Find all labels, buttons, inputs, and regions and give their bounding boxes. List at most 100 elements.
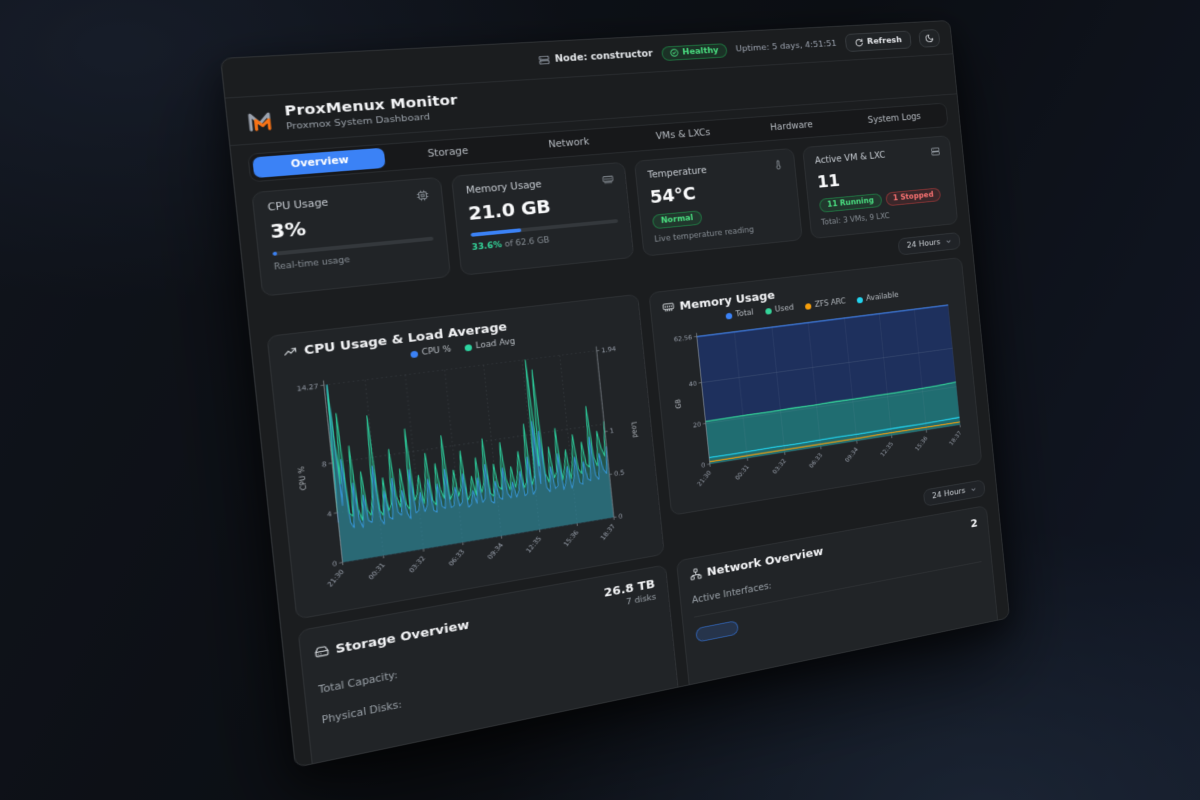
cpu-load-chart: 0 4 8 14.27 0 0.5 1 1.94 21:30 00:31 03:32 06:33 09:… [296,334,640,588]
svg-text:09:34: 09:34 [486,541,505,561]
storage-title: Storage Overview [334,616,470,657]
svg-text:18:37: 18:37 [947,429,962,446]
svg-text:0: 0 [332,559,338,568]
trending-up-icon [282,344,298,358]
svg-text:06:33: 06:33 [447,548,467,568]
cpu-load-chart-card: CPU Usage & Load Average CPU % Load Avg … [266,293,665,621]
memory-percent-text: 33.6% [471,240,503,253]
svg-text:Load: Load [630,421,640,438]
theme-toggle-button[interactable] [918,29,941,48]
tab-system-logs[interactable]: System Logs [867,112,922,126]
memory-usage-value: 21.0 GB [467,196,552,225]
svg-text:GB: GB [673,399,682,410]
header-titles: ProxMenux Monitor Proxmox System Dashboa… [284,93,460,132]
left-column: CPU Usage & Load Average CPU % Load Avg … [266,293,690,768]
cpu-progress-fill [272,251,278,256]
tab-overview[interactable]: Overview [252,147,387,179]
tab-hardware[interactable]: Hardware [769,120,814,134]
svg-text:00:31: 00:31 [367,561,387,581]
memory-chart-card: Memory Usage Total Used ZFS ARC Availabl… [647,257,983,517]
refresh-icon [854,38,863,47]
svg-text:12:35: 12:35 [878,440,894,458]
tab-vms-lxcs[interactable]: VMs & LXCs [655,127,711,142]
memory-card-label: Memory Usage [465,179,543,197]
svg-text:1.94: 1.94 [601,345,617,354]
network-time-range-select[interactable]: 24 Hours [923,479,986,507]
vm-stopped-badge: 1 Stopped [884,187,942,207]
refresh-button[interactable]: Refresh [844,30,912,53]
svg-text:20: 20 [692,421,701,429]
charts-grid: CPU Usage & Load Average CPU % Load Avg … [266,257,1009,768]
legend-dot-available [856,296,864,304]
temperature-card: Temperature 54°C Normal Live temperature… [633,147,803,257]
temperature-status-badge: Normal [651,210,703,230]
svg-text:14.27: 14.27 [296,382,319,393]
svg-text:0: 0 [618,512,623,520]
svg-text:15:36: 15:36 [562,529,581,548]
svg-text:12:35: 12:35 [524,535,543,554]
time-range-value: 24 Hours [906,238,941,251]
temperature-card-label: Temperature [647,165,708,181]
svg-text:40: 40 [688,380,697,388]
memory-icon [661,301,674,314]
cpu-icon [416,189,430,201]
svg-text:0.5: 0.5 [614,469,625,478]
memory-chart: 0 20 40 62.56 21:30 00:31 03:32 06:33 09:34 12:35… [673,294,963,488]
legend-dot-zfs-arc [804,302,812,310]
vm-card-label: Active VM & LXC [814,150,886,167]
svg-text:21:30: 21:30 [325,568,346,588]
svg-text:03:32: 03:32 [770,457,787,475]
node-label: Node: constructor [554,49,654,65]
memory-progress-fill [470,228,522,237]
right-column: Memory Usage Total Used ZFS ARC Availabl… [647,257,1009,768]
svg-text:09:34: 09:34 [843,446,859,464]
network-interface-count: 2 [969,516,979,531]
temperature-value: 54°C [649,183,697,208]
svg-text:CPU %: CPU % [296,466,309,491]
svg-text:21:30: 21:30 [695,469,712,488]
uptime-text: Uptime: 5 days, 4:51:51 [735,38,838,55]
svg-text:62.56: 62.56 [673,334,692,344]
network-icon [689,567,702,581]
refresh-label: Refresh [866,35,903,47]
svg-text:4: 4 [327,510,333,519]
vm-running-badge: 11 Running [818,193,883,213]
proxmenux-logo [242,105,276,135]
storage-summary: 26.8 TB 7 disks [603,577,657,612]
chevron-down-icon [945,238,952,245]
chevron-down-icon [970,486,977,494]
time-range-select[interactable]: 24 Hours [897,232,961,256]
health-label: Healthy [682,45,720,57]
interface-badge [694,620,739,643]
thermometer-icon [772,159,784,170]
svg-text:1: 1 [609,427,614,435]
health-status-badge: Healthy [661,42,728,61]
svg-text:00:31: 00:31 [733,463,750,481]
tab-storage[interactable]: Storage [427,146,469,160]
hard-drive-icon [314,644,330,659]
server-icon [539,55,551,66]
svg-text:8: 8 [321,460,327,469]
memory-icon [602,174,615,186]
check-circle-icon [670,48,679,57]
legend-dot-cpu [409,350,419,358]
server-stack-icon [930,146,941,157]
dashboard-window: Node: constructor Healthy Uptime: 5 days… [220,20,1010,768]
cpu-usage-card: CPU Usage 3% Real-time usage [251,176,452,297]
svg-text:03:32: 03:32 [407,554,427,574]
memory-usage-card: Memory Usage 21.0 GB 33.6% of 62.6 GB [450,161,635,276]
node-indicator: Node: constructor [539,49,654,66]
svg-text:0: 0 [700,461,705,469]
cpu-card-label: CPU Usage [267,197,329,214]
memory-total-text: of 62.6 GB [501,235,551,250]
vm-lxc-card: Active VM & LXC 11 11 Running 1 Stopped … [802,135,959,240]
svg-text:18:37: 18:37 [599,522,617,541]
cpu-usage-value: 3% [269,218,307,244]
legend-dot-total [725,312,733,320]
network-time-range-value: 24 Hours [931,487,966,502]
legend-dot-load [464,343,473,352]
moon-icon [924,33,934,43]
tab-network[interactable]: Network [547,137,590,151]
network-overview-card: Network Overview 2 Active Interfaces: [675,505,1009,768]
